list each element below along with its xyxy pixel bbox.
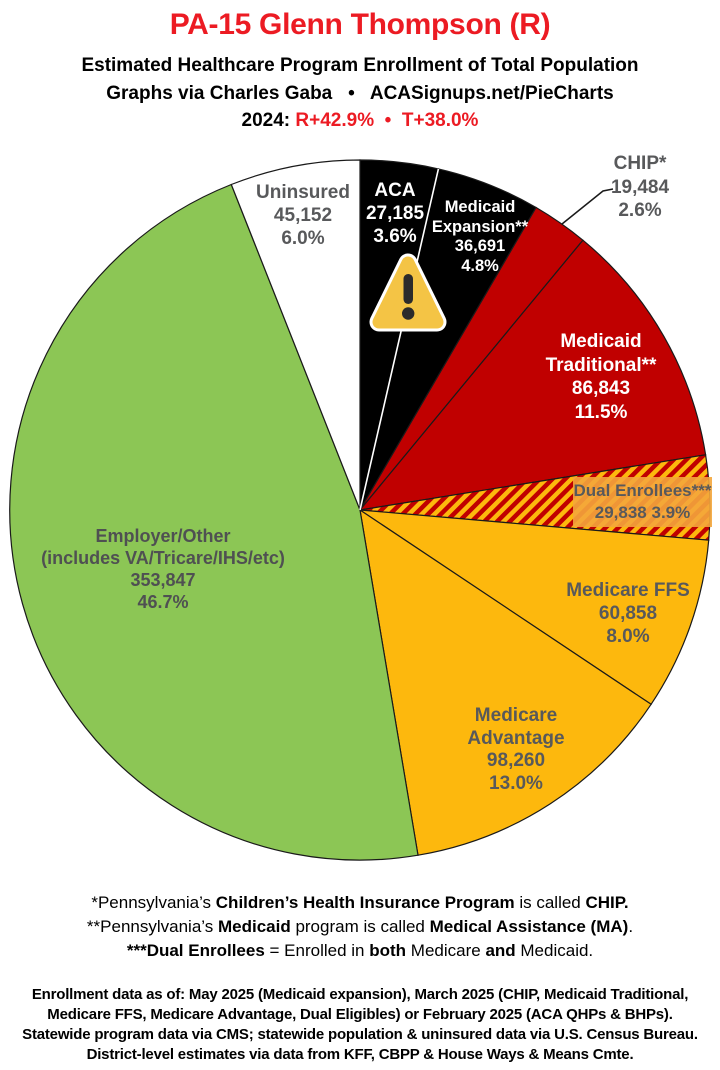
warning-triangle-icon — [369, 253, 447, 332]
source-note-line: Medicare FFS, Medicare Advantage, Dual E… — [47, 1006, 673, 1023]
pie-slice-medicare-ffs — [359, 509, 710, 706]
footnotes: *Pennsylvania’s Children’s Health Insura… — [0, 891, 720, 963]
page-title: PA-15 Glenn Thompson (R) — [169, 8, 551, 41]
pie-chart: ACA 27,185 3.6% Medicaid Expansion** 36,691 4.… — [0, 150, 720, 870]
slice-divider-line — [359, 168, 440, 511]
pie-slices — [9, 159, 711, 861]
footnote-dual-enrollees: ***Dual Enrollees = Enrolled in both Med… — [126, 941, 594, 960]
subtitle: Estimated Healthcare Program Enrollment … — [81, 55, 639, 76]
source-note-line: Statewide program data via CMS; statewid… — [22, 1026, 698, 1043]
footnote-chip: *Pennsylvania’s Children’s Health Insura… — [91, 893, 629, 912]
footnote-medicaid: **Pennsylvania’s Medicaid program is cal… — [86, 917, 634, 936]
pie-chart-svg — [9, 159, 711, 861]
chip-leader-line — [561, 188, 614, 225]
year-label: 2024: — [241, 110, 296, 131]
source-note: Enrollment data as of: May 2025 (Medicai… — [0, 985, 720, 1065]
pie-slice-uninsured — [230, 159, 361, 511]
source-note-line: Enrollment data as of: May 2025 (Medicai… — [31, 986, 689, 1003]
source-note-line: District-level estimates via data from K… — [86, 1046, 634, 1063]
pie-slice-employer-other — [9, 183, 419, 861]
lean-values: R+42.9% • T+38.0% — [295, 110, 479, 131]
pie-slice-medicare-advantage — [359, 508, 652, 856]
partisan-lean-line: 2024: R+42.9% • T+38.0% — [0, 110, 720, 132]
credit-line: Graphs via Charles Gaba • ACASignups.net… — [106, 83, 614, 104]
pie-slice-medicaid-traditional — [358, 239, 707, 511]
